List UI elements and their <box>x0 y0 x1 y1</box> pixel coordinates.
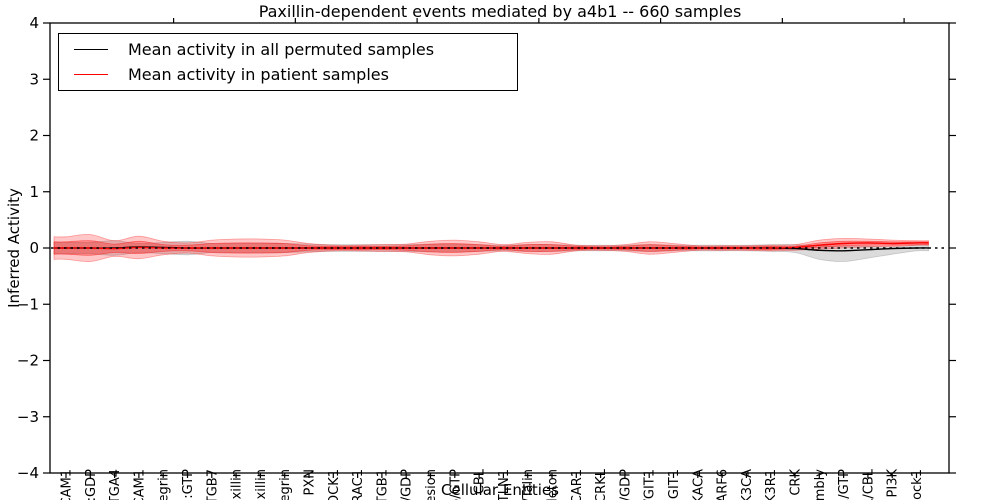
x-tick-label: alpha4/beta1 Integrin/Paxillin <box>254 469 269 500</box>
y-tick-label: −4 <box>17 464 39 482</box>
x-tick-label: PRKACA <box>691 469 706 500</box>
x-tick-label: lamellipodium assembly <box>813 469 828 500</box>
chart-title: Paxillin-dependent events mediated by a4… <box>258 2 742 21</box>
x-tick-label: mol:GTP <box>181 469 196 500</box>
x-tick-label: ARF6/GDP <box>618 469 633 500</box>
x-tick-label: ITGA4 <box>108 469 123 500</box>
y-tick-label: −2 <box>17 352 39 370</box>
legend: Mean activity in all permuted samples Me… <box>58 33 518 91</box>
x-tick-label: CRKL <box>594 468 609 500</box>
x-tick-label: ITGB1 <box>375 469 390 500</box>
y-tick-label: 2 <box>29 127 39 145</box>
x-tick-label: Rac1/GTP <box>837 469 852 500</box>
x-tick-label: cell adhesion <box>424 469 439 500</box>
y-tick-label: −3 <box>17 408 39 426</box>
x-tick-label: BCAR1 <box>570 469 585 500</box>
x-tick-label: p130Cas/Crk/Dock1 <box>910 469 925 500</box>
legend-label-permuted: Mean activity in all permuted samples <box>128 40 435 59</box>
legend-line-permuted-swatch <box>74 49 108 50</box>
x-tick-label: DOCK1 <box>327 469 342 500</box>
x-tick-label: alpha4/beta1 Integrin/Paxillin/VCAM1 <box>132 469 147 500</box>
x-tick-label: ITGB7 <box>205 469 220 500</box>
x-tick-label: ARF6/GTP <box>448 469 463 500</box>
y-tick-label: −1 <box>17 295 39 313</box>
x-tick-label: alpha4/beta1 Integrin/Paxillin/Talin/Act… <box>546 469 561 500</box>
y-tick-label: 1 <box>29 183 39 201</box>
y-tick-label: 0 <box>29 239 39 257</box>
x-axis-label: Cellular Entities <box>441 481 559 499</box>
x-tick-label: Rac1/GDP <box>400 469 415 500</box>
y-axis-ticks: −4 −3 −2 −1 0 1 2 3 4 <box>17 14 956 482</box>
legend-item-permuted: Mean activity in all permuted samples <box>59 40 517 59</box>
legend-line-patient-swatch <box>74 74 108 75</box>
x-tick-label: PI3K <box>886 469 901 498</box>
x-axis-ticks: VCAM1 mol:GDP ITGA4 alpha4/beta1 Integrin/P… <box>60 468 926 500</box>
x-tick-label: alpha4/beta7 Integrin <box>157 469 172 500</box>
legend-label-patient: Mean activity in patient samples <box>128 65 389 84</box>
y-tick-label: 3 <box>29 70 39 88</box>
x-tick-label: PXN <box>303 469 318 495</box>
x-tick-label: CRK <box>789 469 804 496</box>
legend-item-patient: Mean activity in patient samples <box>59 65 517 84</box>
x-tick-label: alpha4/beta1 Integrin/Paxillin/Talin <box>521 469 536 500</box>
x-tick-label: VCAM1 <box>60 469 75 500</box>
x-tick-label: CBL <box>473 468 488 494</box>
y-axis-label: Inferred Activity <box>5 188 23 308</box>
x-tick-label: alpha4/beta7 Integrin/Paxillin <box>230 469 245 500</box>
band-permuted-range <box>53 240 929 262</box>
x-tick-label: alpha4/beta1 Integrin/Paxillin/GIT1 <box>643 469 658 500</box>
x-tick-label: PIK3CA <box>740 469 755 500</box>
x-tick-label: alpha4/beta1 Integrin <box>278 469 293 500</box>
x-tick-label: CRKL/CBL <box>861 468 876 500</box>
top-axis-ticks <box>173 18 905 23</box>
x-tick-label: GIT1 <box>667 469 682 499</box>
x-tick-label: ARF6 <box>716 469 731 500</box>
x-tick-label: RAC1 <box>351 469 366 500</box>
x-tick-label: mol:GDP <box>84 469 99 500</box>
y-tick-label: 4 <box>29 14 39 32</box>
x-tick-label: TLN1 <box>497 469 512 500</box>
x-tick-label: PIK3R1 <box>764 469 779 500</box>
